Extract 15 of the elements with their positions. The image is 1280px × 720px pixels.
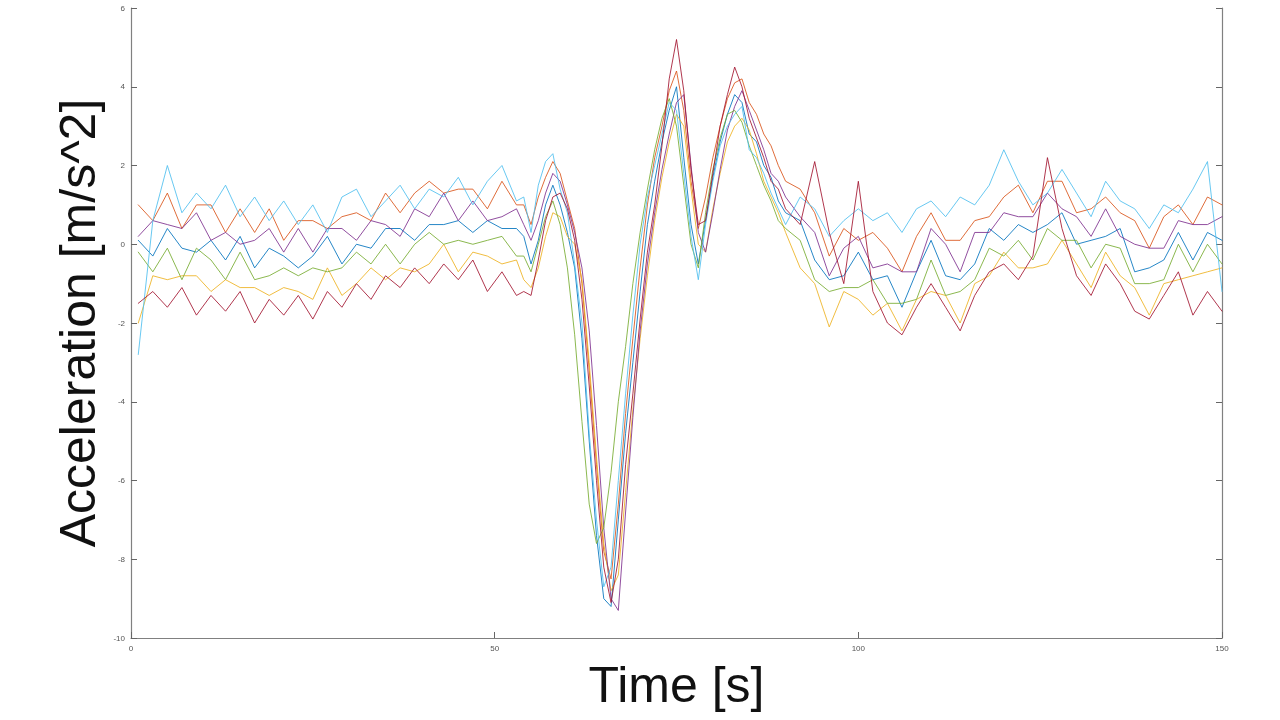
y-tick-label: 4 [120, 82, 126, 92]
x-axis-title: Time [s] [588, 657, 765, 713]
y-tick-label: 0 [120, 239, 126, 249]
y-tick-label: -10 [113, 633, 126, 643]
y-axis-title: Acceleration [m/s^2] [49, 98, 106, 548]
y-tick-label: -8 [117, 554, 126, 564]
y-tick-label: -6 [117, 476, 126, 485]
x-tick-label: 150 [1215, 643, 1230, 653]
x-tick-label: 100 [851, 643, 866, 653]
x-tick-label: 0 [128, 643, 134, 653]
y-tick-label: 2 [120, 161, 126, 170]
x-tick-label: 50 [490, 643, 500, 653]
y-tick-label: 6 [120, 3, 126, 13]
y-tick-label: -2 [117, 318, 126, 328]
y-tick-label: -4 [117, 397, 126, 407]
